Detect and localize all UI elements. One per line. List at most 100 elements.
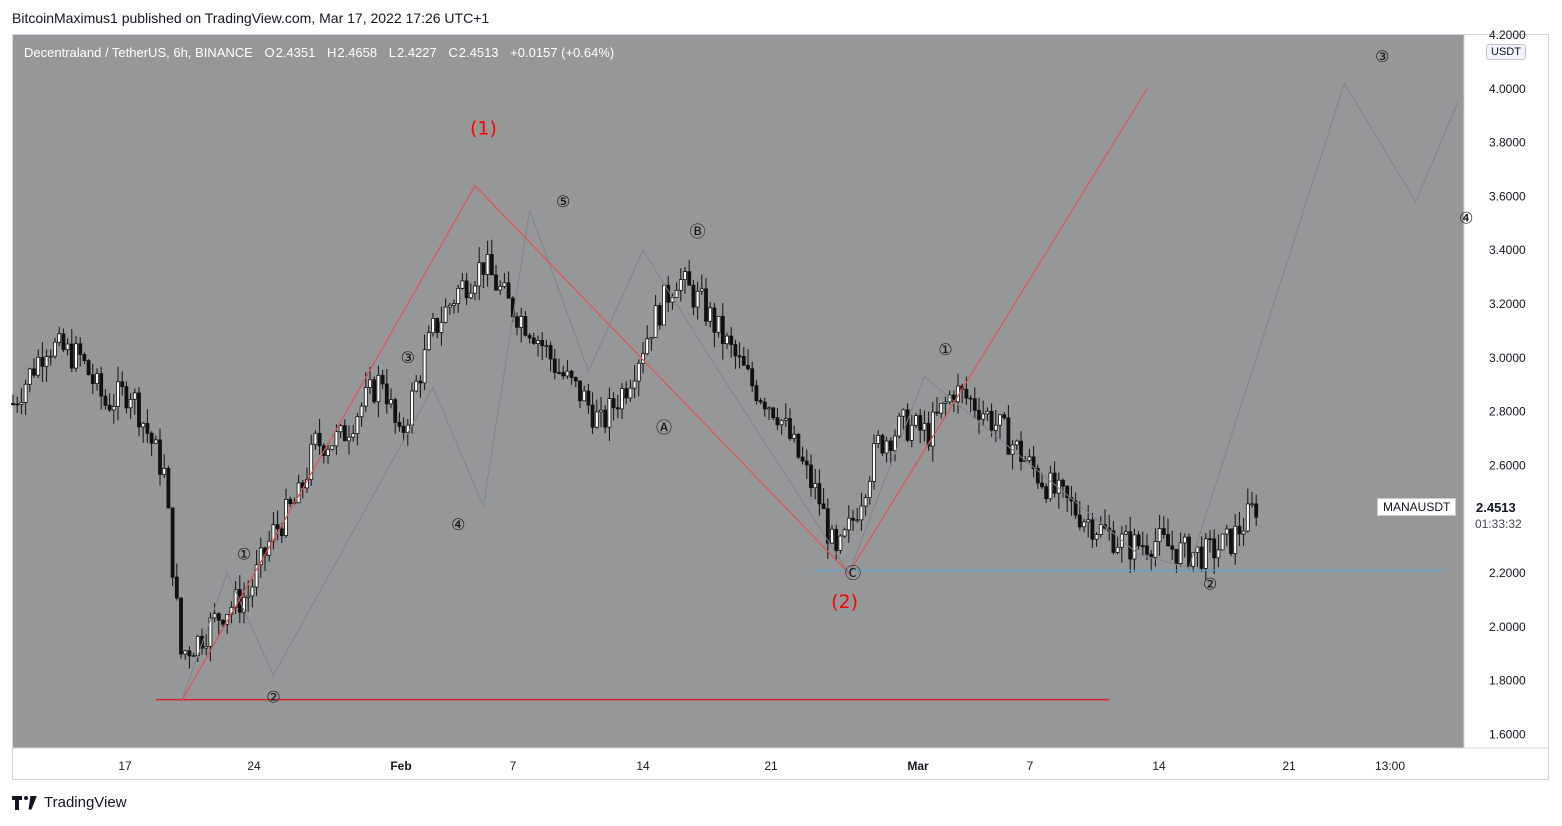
candle-body xyxy=(771,407,776,419)
candle-body xyxy=(1098,524,1103,535)
wave-label: Ⓑ xyxy=(690,222,706,241)
candle-body xyxy=(880,435,885,454)
wave-label: (2) xyxy=(831,591,858,613)
candle-body xyxy=(720,316,725,345)
candle-body xyxy=(863,497,868,507)
candle-body xyxy=(615,407,620,410)
candle-body xyxy=(1195,546,1200,554)
candle-body xyxy=(804,460,809,466)
candle-body xyxy=(107,404,112,411)
candle-body xyxy=(851,517,855,521)
wave-label: Ⓒ xyxy=(845,563,861,582)
candle-body xyxy=(993,424,998,431)
candle-body xyxy=(985,410,990,415)
candle-body xyxy=(61,333,66,351)
candle-body xyxy=(683,271,687,280)
candle-body xyxy=(1153,541,1158,558)
candle-body xyxy=(1124,531,1128,535)
candle-body xyxy=(846,517,851,531)
x-tick-label: Feb xyxy=(390,759,411,773)
candle-body xyxy=(1161,528,1166,535)
candle-body xyxy=(401,425,406,433)
y-tick-label: 3.8000 xyxy=(1489,136,1526,150)
candle-body xyxy=(758,400,763,403)
candle-body xyxy=(582,390,587,402)
candle-body xyxy=(737,355,742,358)
candle-body xyxy=(103,395,108,406)
candle-body xyxy=(397,421,402,427)
candle-body xyxy=(1006,417,1011,455)
candle-body xyxy=(166,467,171,509)
candle-body xyxy=(523,316,528,336)
candle-body xyxy=(796,433,801,458)
candle-body xyxy=(250,586,255,597)
candle-body xyxy=(607,398,612,428)
candle-body xyxy=(540,340,545,347)
y-tick-label: 2.6000 xyxy=(1489,458,1526,472)
candle-body xyxy=(95,373,99,384)
candle-body xyxy=(603,409,608,428)
candle-body xyxy=(40,356,45,367)
candle-body xyxy=(1157,528,1162,542)
currency-badge[interactable]: USDT xyxy=(1486,44,1526,60)
y-tick-label: 3.4000 xyxy=(1489,243,1526,257)
candle-body xyxy=(48,355,53,358)
candle-body xyxy=(212,613,217,619)
low-label: L xyxy=(388,45,396,60)
candle-body xyxy=(359,405,364,418)
candle-body xyxy=(914,415,918,426)
x-tick-label: Mar xyxy=(907,759,929,773)
candle-body xyxy=(515,316,519,328)
x-tick-label: 13:00 xyxy=(1375,759,1405,773)
candle-body xyxy=(1220,533,1225,551)
candle-body xyxy=(183,650,188,655)
wave-label: ④ xyxy=(451,515,465,534)
candle-body xyxy=(15,403,20,406)
candle-body xyxy=(1111,530,1116,553)
candle-body xyxy=(99,373,104,397)
candle-body xyxy=(418,380,423,384)
candle-body xyxy=(893,435,897,451)
candle-body xyxy=(1052,472,1057,494)
candle-body xyxy=(19,402,24,405)
publisher-line: BitcoinMaximus1 published on TradingView… xyxy=(12,10,490,26)
last-price: 2.4513 xyxy=(1476,500,1516,515)
candle-body xyxy=(1199,546,1204,569)
candle-body xyxy=(918,415,923,431)
candle-body xyxy=(876,435,881,444)
candle-body xyxy=(347,436,351,442)
candle-body xyxy=(657,305,662,326)
y-tick-label: 4.0000 xyxy=(1489,82,1526,96)
candle-body xyxy=(1035,468,1040,484)
candle-body xyxy=(153,439,158,444)
bar-countdown: 01:33:32 xyxy=(1475,517,1522,531)
candle-body xyxy=(1077,514,1082,528)
candle-body xyxy=(389,399,393,405)
candle-body xyxy=(1031,456,1036,469)
candle-body xyxy=(246,595,251,598)
candle-body xyxy=(149,432,154,444)
candle-body xyxy=(842,529,847,537)
candle-body xyxy=(695,290,700,308)
x-tick-label: 17 xyxy=(118,759,132,773)
price-axis xyxy=(1464,35,1548,748)
candle-body xyxy=(326,448,330,456)
candle-body xyxy=(57,333,62,343)
candle-body xyxy=(867,480,872,499)
candle-body xyxy=(141,422,146,428)
candle-body xyxy=(830,528,834,544)
wave-label: ① xyxy=(237,545,251,564)
candle-body xyxy=(1224,528,1229,535)
wave-label: ⑤ xyxy=(556,192,570,211)
price-chart[interactable]: 1.60001.80002.00002.20002.40002.60002.80… xyxy=(0,0,1562,790)
candle-body xyxy=(968,397,973,400)
candle-body xyxy=(809,464,813,489)
candle-body xyxy=(481,262,486,275)
candle-body xyxy=(578,380,582,402)
candle-body xyxy=(1245,503,1250,532)
candle-body xyxy=(452,303,456,306)
candle-body xyxy=(1014,440,1019,446)
candle-body xyxy=(872,443,876,482)
candle-body xyxy=(258,547,263,566)
x-tick-label: 24 xyxy=(247,759,261,773)
